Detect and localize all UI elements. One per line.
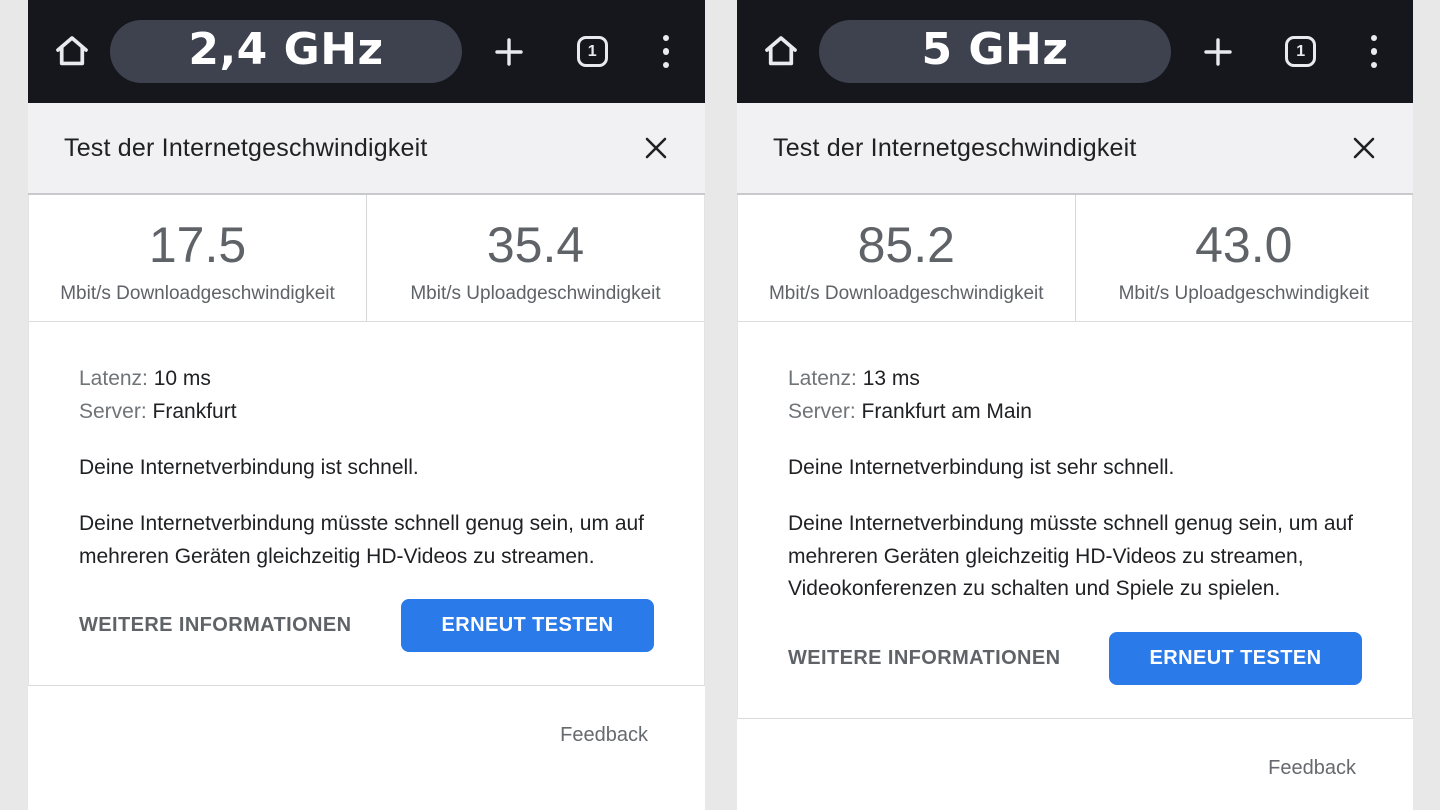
retest-button[interactable]: ERNEUT TESTEN — [1109, 631, 1362, 685]
upload-cell: 43.0 Mbit/s Uploadgeschwindigkeit — [1076, 195, 1413, 321]
connection-description: Deine Internetverbindung müsste schnell … — [79, 512, 645, 568]
dialog-title: Test der Internetgeschwindigkeit — [773, 133, 1137, 162]
server-line: Server: Frankfurt am Main — [788, 395, 1362, 428]
address-bar[interactable]: 2,4 GHz — [110, 20, 462, 83]
upload-label: Mbit/s Uploadgeschwindigkeit — [410, 282, 661, 304]
download-label: Mbit/s Downloadgeschwindigkeit — [60, 282, 335, 304]
screenshot-panel-5ghz: 5 GHz 1 Test der Internetgeschwindigkeit… — [737, 0, 1413, 810]
speed-results-row: 85.2 Mbit/s Downloadgeschwindigkeit 43.0… — [737, 195, 1413, 322]
address-text: 5 GHz — [921, 23, 1069, 75]
feedback-link[interactable]: Feedback — [1268, 756, 1356, 779]
connection-description: Deine Internetverbindung müsste schnell … — [788, 512, 1354, 600]
server-value: Frankfurt — [152, 400, 237, 423]
connection-summary: Deine Internetverbindung ist sehr schnel… — [788, 456, 1175, 479]
home-icon[interactable] — [761, 32, 801, 72]
latency-line: Latenz: 13 ms — [788, 362, 1362, 395]
upload-value: 43.0 — [1195, 216, 1293, 273]
feedback-row: Feedback — [28, 686, 705, 747]
dialog-title: Test der Internetgeschwindigkeit — [64, 133, 428, 162]
latency-label: Latenz: — [79, 367, 148, 390]
latency-label: Latenz: — [788, 367, 857, 390]
feedback-row: Feedback — [737, 719, 1413, 780]
speedtest-dialog-header: Test der Internetgeschwindigkeit — [737, 103, 1413, 195]
browser-menu-icon[interactable] — [657, 31, 676, 73]
tab-count: 1 — [587, 42, 597, 60]
more-info-link[interactable]: WEITERE INFORMATIONEN — [79, 614, 352, 636]
browser-toolbar: 5 GHz 1 — [737, 0, 1413, 103]
tab-switcher-button[interactable]: 1 — [1285, 36, 1317, 67]
toolbar-actions: 1 — [1199, 31, 1383, 73]
dialog-actions: WEITERE INFORMATIONEN ERNEUT TESTEN — [788, 631, 1362, 685]
server-value: Frankfurt am Main — [861, 400, 1032, 423]
address-text: 2,4 GHz — [188, 23, 384, 75]
upload-label: Mbit/s Uploadgeschwindigkeit — [1118, 282, 1369, 304]
retest-button[interactable]: ERNEUT TESTEN — [401, 599, 654, 652]
connection-summary: Deine Internetverbindung ist schnell. — [79, 456, 419, 479]
more-info-link[interactable]: WEITERE INFORMATIONEN — [788, 646, 1061, 669]
speedtest-dialog-header: Test der Internetgeschwindigkeit — [28, 103, 705, 195]
dialog-actions: WEITERE INFORMATIONEN ERNEUT TESTEN — [79, 599, 654, 652]
latency-value: 10 ms — [153, 367, 211, 390]
browser-toolbar: 2,4 GHz 1 — [28, 0, 705, 103]
toolbar-actions: 1 — [490, 31, 675, 73]
result-details-card: Latenz: 10 ms Server: Frankfurt Deine In… — [28, 322, 705, 686]
download-cell: 17.5 Mbit/s Downloadgeschwindigkeit — [29, 195, 367, 321]
close-icon[interactable] — [1349, 133, 1379, 163]
latency-value: 13 ms — [862, 367, 920, 390]
speed-results-row: 17.5 Mbit/s Downloadgeschwindigkeit 35.4… — [28, 195, 705, 322]
new-tab-icon[interactable] — [1199, 33, 1237, 71]
server-label: Server: — [788, 400, 856, 423]
download-cell: 85.2 Mbit/s Downloadgeschwindigkeit — [738, 195, 1076, 321]
screenshot-panel-24ghz: 2,4 GHz 1 Test der Internetgeschwindigke… — [28, 0, 705, 810]
tab-switcher-button[interactable]: 1 — [576, 36, 608, 67]
upload-cell: 35.4 Mbit/s Uploadgeschwindigkeit — [367, 195, 704, 321]
upload-value: 35.4 — [486, 216, 585, 273]
download-value: 17.5 — [148, 216, 247, 273]
server-label: Server: — [79, 400, 147, 423]
feedback-link[interactable]: Feedback — [560, 724, 648, 746]
result-details-card: Latenz: 13 ms Server: Frankfurt am Main … — [737, 322, 1413, 719]
address-bar[interactable]: 5 GHz — [819, 20, 1171, 83]
new-tab-icon[interactable] — [490, 33, 528, 71]
latency-line: Latenz: 10 ms — [79, 362, 654, 395]
server-line: Server: Frankfurt — [79, 395, 654, 428]
tab-count: 1 — [1296, 42, 1306, 60]
close-icon[interactable] — [641, 133, 671, 163]
home-icon[interactable] — [52, 32, 92, 72]
browser-menu-icon[interactable] — [1365, 31, 1384, 73]
download-label: Mbit/s Downloadgeschwindigkeit — [768, 282, 1044, 304]
download-value: 85.2 — [857, 216, 955, 273]
